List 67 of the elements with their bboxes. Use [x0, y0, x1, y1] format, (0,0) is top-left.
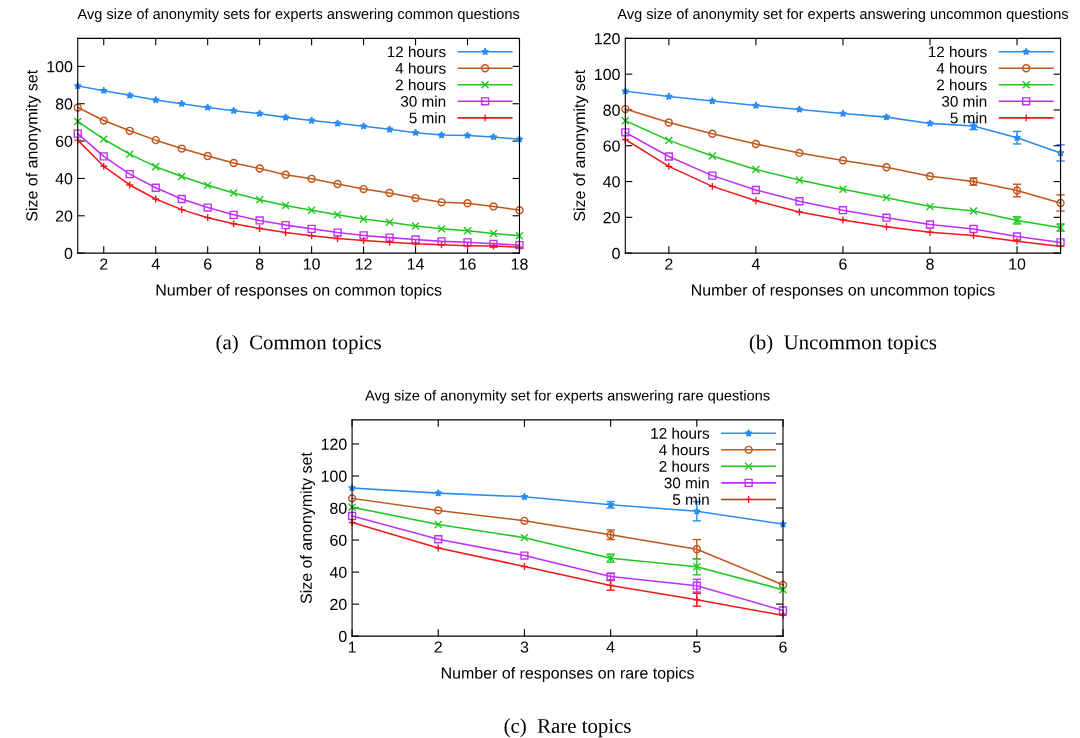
- x-axis-title: Number of responses on uncommon topics: [692, 284, 995, 299]
- chart-title: Avg size of anonymity set for experts answering uncommon questions: [617, 8, 1069, 22]
- x-tick-label: 18: [511, 258, 528, 270]
- y-tick-label: 20: [55, 210, 73, 222]
- legend-label: 30 min: [400, 95, 446, 107]
- y-tick-label: 60: [330, 534, 347, 546]
- y-axis-title: Size of anonymity set: [300, 452, 316, 604]
- y-tick-label: 0: [64, 247, 73, 260]
- text: (a) Common topics: [216, 334, 381, 354]
- x-tick-label: 6: [204, 258, 212, 270]
- legend-label: 30 min: [664, 477, 709, 489]
- x-tick-label: 2: [434, 641, 442, 653]
- y-tick-label: 60: [55, 135, 73, 148]
- legend-label: 2 hours: [395, 79, 446, 91]
- x-tick-label: 6: [839, 258, 847, 270]
- x-axis-title: Number of responses on rare topics: [441, 667, 694, 682]
- y-tick-label: 120: [321, 438, 347, 450]
- legend-label: 12 hours: [928, 46, 987, 58]
- x-tick-label: 4: [606, 641, 615, 653]
- x-tick-label: 10: [303, 258, 320, 270]
- x-tick-label: 2: [100, 258, 108, 270]
- y-tick-label: 20: [330, 598, 347, 611]
- x-tick-label: 8: [255, 258, 264, 270]
- y-tick-label: 20: [603, 211, 620, 224]
- chart-title: Avg size of anonymity set for experts answering rare questions: [365, 389, 770, 404]
- legend-label: 4 hours: [395, 62, 446, 74]
- legend-label: 5 min: [950, 112, 987, 124]
- text: (b) Uncommon topics: [749, 334, 937, 354]
- y-tick-label: 60: [603, 140, 620, 152]
- x-tick-label: 1: [348, 641, 356, 653]
- legend-label: 30 min: [941, 95, 987, 107]
- y-tick-label: 40: [329, 566, 347, 579]
- x-tick-label: 12: [355, 258, 372, 270]
- y-tick-label: 0: [612, 247, 620, 260]
- x-tick-label: 3: [520, 641, 529, 653]
- legend-label: 5 min: [409, 112, 446, 124]
- x-tick-label: 14: [407, 258, 424, 270]
- x-axis-title: Number of responses on common topics: [156, 284, 442, 299]
- x-tick-label: 2: [665, 258, 673, 270]
- y-tick-label: 40: [55, 173, 73, 185]
- legend-label: 2 hours: [937, 79, 987, 91]
- x-tick-label: 5: [693, 641, 701, 653]
- x-tick-label: 10: [1009, 258, 1026, 270]
- y-tick-label: 0: [338, 630, 347, 643]
- y-tick-label: 100: [321, 470, 347, 482]
- legend-label: 4 hours: [936, 62, 987, 74]
- y-axis-title: Size of anonymity set: [573, 69, 589, 221]
- x-tick-label: 4: [151, 258, 160, 270]
- x-tick-label: 6: [779, 641, 787, 653]
- legend-label: 5 min: [672, 493, 709, 505]
- text: (c) Rare topics: [504, 718, 631, 738]
- legend-label: 12 hours: [651, 427, 710, 439]
- x-tick-label: 8: [926, 258, 934, 270]
- y-tick-label: 100: [47, 61, 73, 73]
- y-tick-label: 120: [595, 33, 620, 45]
- legend-label: 12 hours: [387, 46, 446, 58]
- chart-title: Avg size of anonymity sets for experts answering common questions: [77, 8, 520, 22]
- y-axis-title: Size of anonymity set: [25, 69, 41, 221]
- y-tick-label: 80: [330, 502, 347, 514]
- x-tick-label: 4: [751, 258, 760, 270]
- y-tick-label: 80: [55, 98, 73, 110]
- legend-label: 4 hours: [659, 444, 710, 456]
- y-tick-label: 100: [595, 68, 620, 81]
- y-tick-label: 40: [603, 176, 620, 188]
- x-tick-label: 16: [459, 258, 476, 270]
- legend-label: 2 hours: [659, 460, 710, 472]
- y-tick-label: 80: [603, 104, 620, 116]
